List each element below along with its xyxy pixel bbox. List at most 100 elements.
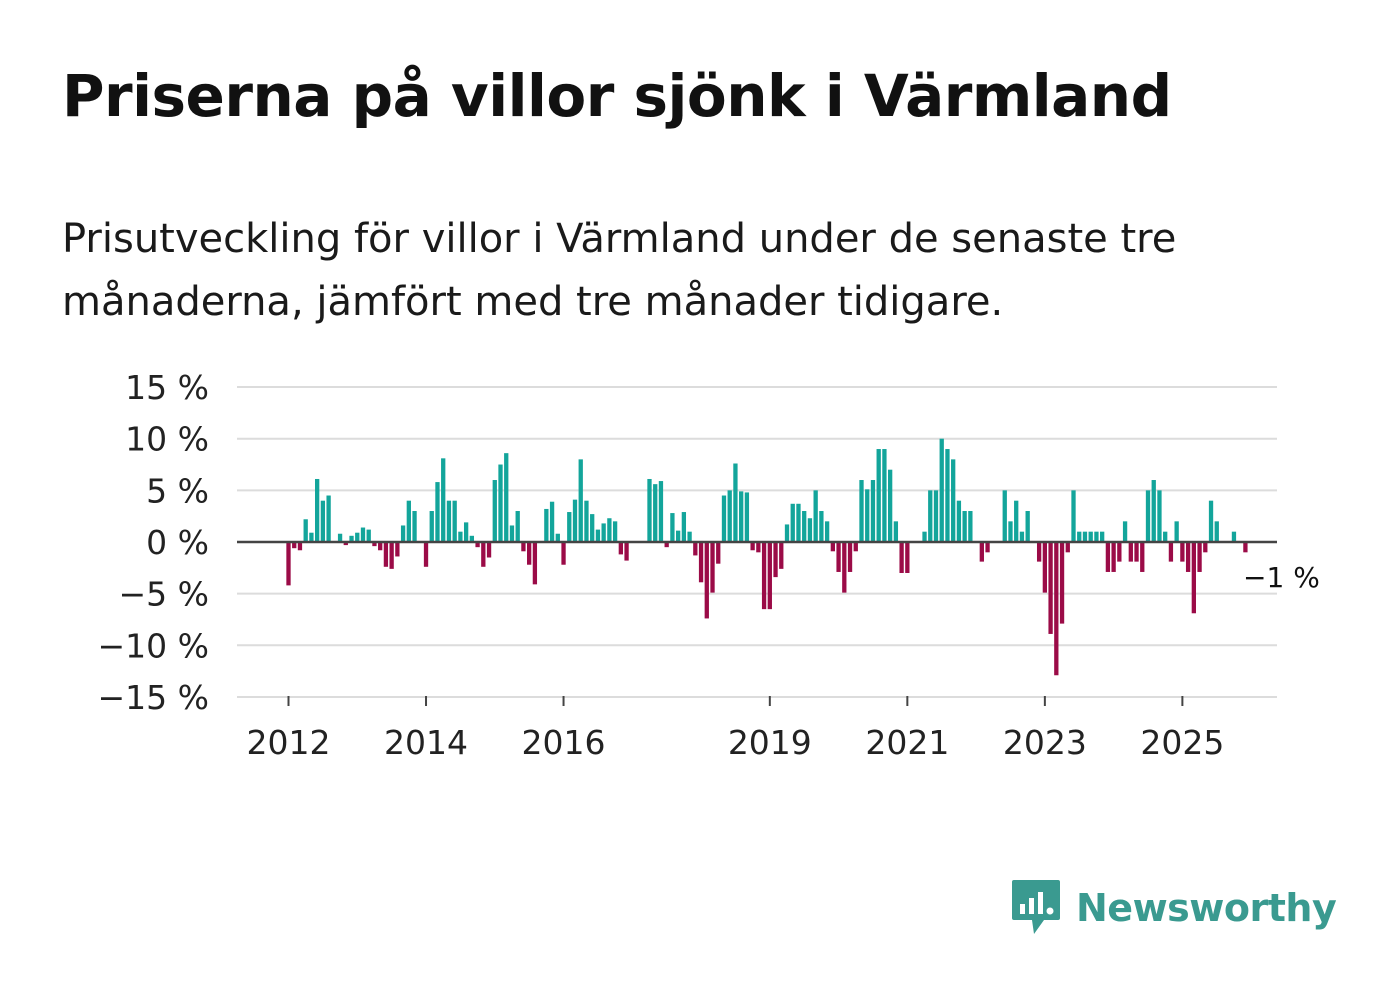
bar: [429, 511, 434, 542]
bar: [1019, 531, 1025, 542]
x-tick-label: 2019: [728, 723, 812, 762]
bar: [1197, 542, 1202, 572]
bar: [928, 490, 933, 542]
bar: [395, 542, 400, 557]
bar: [1157, 490, 1162, 542]
bar: [469, 535, 475, 542]
bar: [1082, 531, 1088, 542]
bar: [349, 535, 354, 542]
bar: [899, 542, 904, 573]
bar: [498, 464, 503, 542]
bar: [693, 542, 698, 556]
bar: [446, 500, 452, 542]
bar: [337, 533, 343, 542]
bar: [830, 542, 835, 552]
bar: [1094, 531, 1099, 542]
bar: [326, 495, 331, 542]
bar: [555, 533, 560, 542]
bar: [744, 492, 750, 542]
bar: [378, 542, 383, 551]
bar: [681, 512, 687, 542]
bar: [1122, 521, 1128, 542]
bar: [303, 519, 308, 542]
bar: [1105, 542, 1111, 572]
newsworthy-logo-icon: [1012, 880, 1060, 934]
bar: [463, 522, 469, 542]
bar: [1168, 542, 1174, 562]
bar: [1036, 542, 1042, 562]
bar: [1077, 531, 1082, 542]
bar: [893, 521, 899, 542]
x-tick-label: 2025: [1140, 723, 1224, 762]
bar: [412, 511, 417, 542]
bar: [802, 511, 807, 542]
bar: [945, 449, 950, 542]
bar: [1163, 531, 1168, 542]
bar: [315, 478, 320, 542]
x-tick-label: 2012: [247, 723, 331, 762]
bar: [1117, 542, 1122, 562]
bar: [286, 542, 291, 586]
bar: [905, 542, 910, 573]
y-tick-label: −5 %: [119, 575, 210, 614]
bar: [1231, 531, 1237, 542]
x-tick-label: 2023: [1003, 723, 1087, 762]
bar: [859, 480, 864, 542]
bar: [423, 542, 429, 567]
bar: [624, 542, 629, 561]
bar: [372, 542, 377, 547]
bar: [922, 531, 927, 542]
bar: [750, 542, 755, 551]
bar: [962, 511, 967, 542]
bar: [1071, 490, 1076, 542]
bar: [549, 501, 555, 542]
bar: [532, 542, 538, 585]
bar: [1243, 542, 1248, 553]
bar: [366, 529, 371, 542]
bar: [1008, 521, 1013, 542]
bar: [842, 542, 847, 593]
bar: [475, 542, 480, 548]
bar: [360, 527, 366, 542]
bar: [1111, 542, 1116, 572]
grid-layer: [237, 386, 1277, 698]
bar: [951, 459, 956, 542]
bar: [504, 453, 509, 542]
y-tick-label: 15 %: [125, 368, 209, 407]
bar: [1140, 542, 1145, 572]
bar: [544, 508, 549, 542]
bar: [767, 542, 772, 610]
bar: [458, 531, 463, 542]
newsworthy-wordmark: Newsworthy: [1076, 886, 1337, 930]
bar: [836, 542, 841, 572]
bar: [584, 500, 589, 542]
bar: [739, 491, 744, 542]
bar: [1214, 521, 1219, 542]
bar: [515, 511, 520, 542]
bar: [572, 499, 578, 542]
bar: [1134, 542, 1139, 562]
x-tick-label: 2016: [522, 723, 606, 762]
bar: [653, 484, 658, 542]
bar: [882, 449, 887, 542]
bar: [383, 542, 389, 567]
bar: [939, 438, 944, 542]
bar: [670, 513, 675, 542]
bar: [607, 518, 612, 542]
bar: [389, 542, 394, 569]
bar: [1048, 542, 1053, 634]
bar: [1088, 531, 1093, 542]
bar: [647, 478, 652, 542]
bar: [521, 542, 526, 552]
bar: [773, 542, 778, 578]
bar: [853, 542, 858, 552]
bar: [1174, 521, 1179, 542]
bar: [698, 542, 704, 583]
bar: [1014, 500, 1019, 542]
bar: [309, 532, 314, 542]
bar: [578, 459, 583, 542]
bar: [406, 500, 411, 542]
bar: [527, 542, 532, 565]
bar: [733, 463, 738, 542]
